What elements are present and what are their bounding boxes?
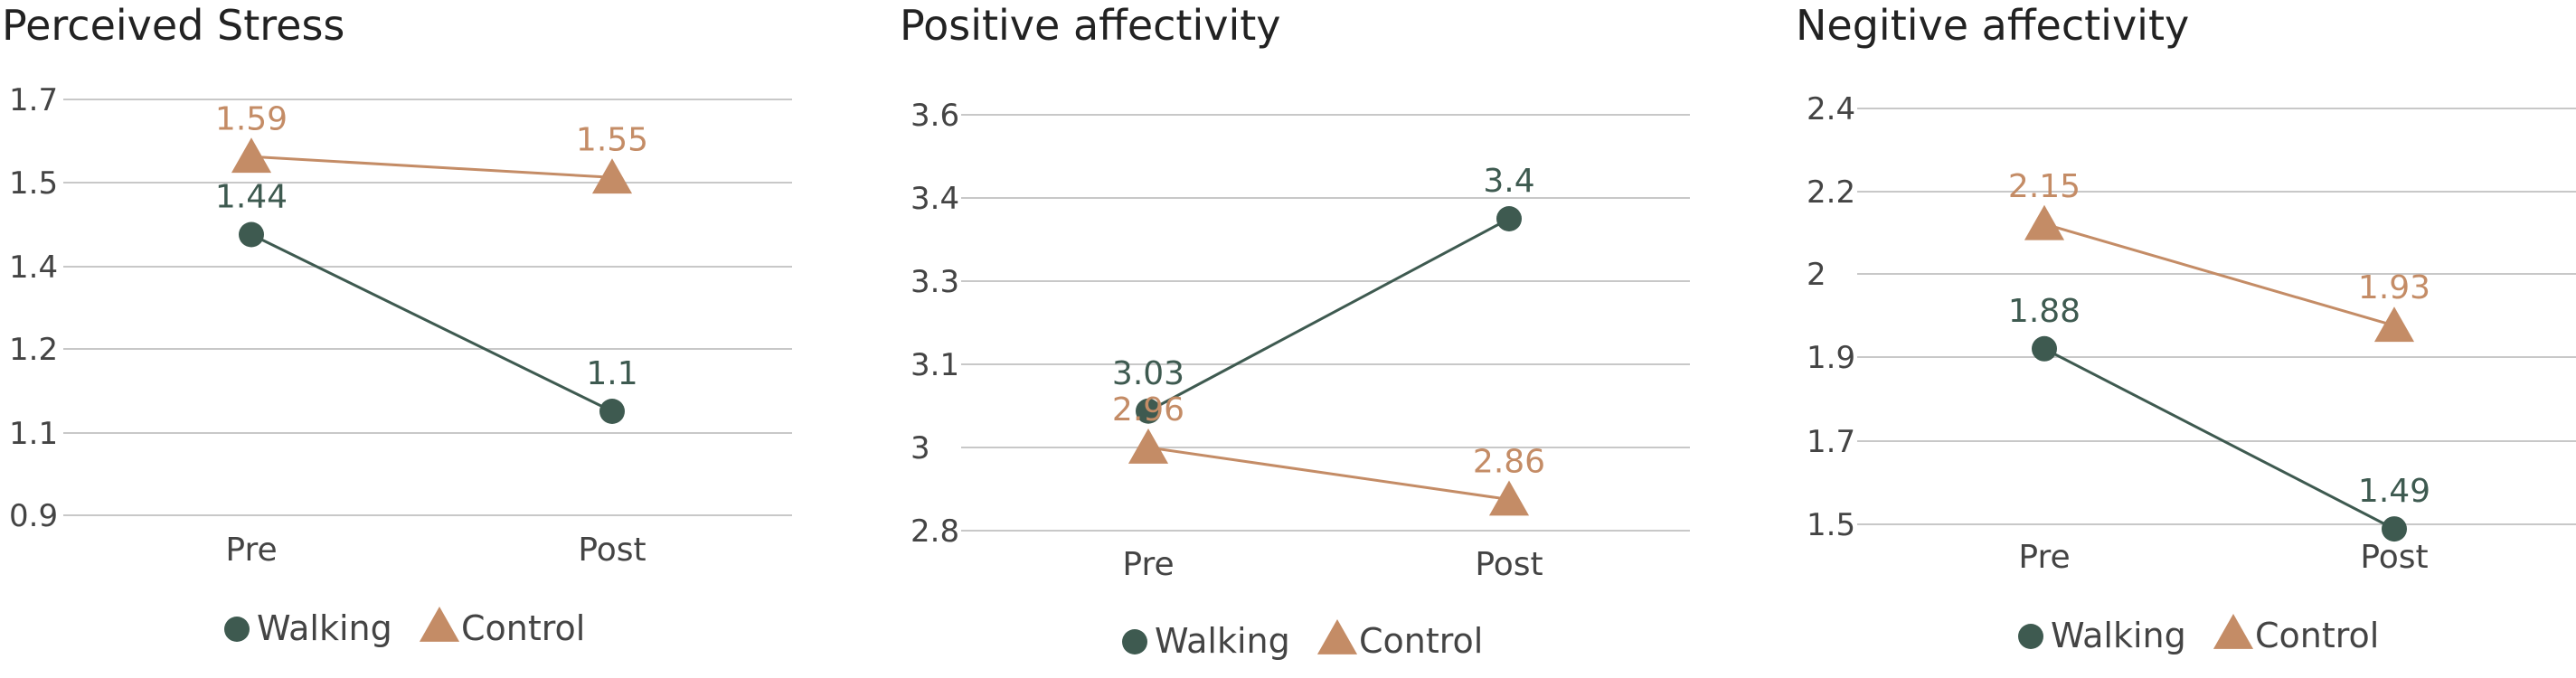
x-category-label: Pre — [2018, 539, 2070, 576]
y-tick-label: 1.7 — [9, 82, 58, 118]
data-label-control: 1.93 — [2358, 269, 2430, 306]
y-tick-label: 2.2 — [1807, 174, 1855, 211]
legend-label-walking: Walking — [1155, 621, 1290, 661]
data-point-control — [591, 158, 633, 194]
data-label-control: 2.15 — [2008, 168, 2081, 205]
legend-swatch-control — [1316, 619, 1358, 654]
data-label-control: 1.55 — [576, 121, 648, 158]
data-point-walking — [2382, 516, 2407, 542]
legend-label-walking: Walking — [257, 608, 392, 648]
y-tick-label: 1.9 — [1807, 340, 1855, 376]
y-tick-label: 1.5 — [1807, 507, 1855, 543]
data-point-walking — [239, 221, 264, 248]
chart-title: Negitive affectivity — [1796, 1, 2189, 50]
data-point-walking — [1136, 398, 1161, 424]
legend-swatch-control — [2213, 614, 2254, 649]
y-tick-label: 3.1 — [911, 347, 959, 383]
y-tick-label: 1.7 — [1807, 424, 1855, 460]
data-label-control: 2.86 — [1473, 444, 1545, 481]
y-tick-label: 1.4 — [9, 250, 58, 286]
data-point-control — [2024, 204, 2065, 240]
x-category-label: Pre — [225, 532, 277, 569]
series-line-control — [1147, 446, 1510, 501]
y-tick-label: 1.1 — [9, 416, 58, 452]
data-label-walking: 3.4 — [1483, 163, 1534, 200]
y-tick-label: 2.4 — [1807, 91, 1855, 127]
legend-label-control: Control — [2255, 616, 2379, 655]
legend: Walking Control — [2018, 614, 2379, 655]
y-tick-label: 3.4 — [911, 181, 959, 217]
y-tick-label: 2 — [1807, 257, 1826, 293]
data-point-control — [231, 137, 272, 174]
data-label-walking: 1.1 — [586, 355, 637, 392]
chart-panel-3: Negitive affectivity 2.4 2.2 2 1.9 1.7 1.5 Pre P… — [1796, 1, 2576, 655]
x-category-label: Post — [1475, 546, 1543, 583]
chart-panel-1: Perceived Stress 1.7 1.5 1.4 1.2 1.1 0.9 Pre Pos… — [2, 1, 792, 648]
x-category-label: Post — [578, 532, 646, 569]
legend: Walking Control — [1122, 619, 1483, 661]
data-label-walking: 1.49 — [2358, 473, 2430, 510]
data-label-control: 2.96 — [1112, 391, 1184, 428]
data-label-walking: 3.03 — [1112, 355, 1184, 392]
chart-title: Positive affectivity — [900, 1, 1281, 50]
legend-label-walking: Walking — [2051, 616, 2186, 655]
legend-swatch-control — [419, 607, 460, 642]
y-tick-label: 3 — [911, 430, 930, 466]
chart-title: Perceived Stress — [2, 1, 344, 50]
y-tick-label: 0.9 — [9, 498, 58, 534]
data-point-walking — [1496, 206, 1522, 231]
data-label-control: 1.59 — [215, 100, 288, 137]
series-line-walking — [1147, 217, 1510, 413]
legend-swatch-walking — [1122, 629, 1147, 654]
chart-panel-2: Positive affectivity 3.6 3.4 3.3 3.1 3 2.8 Pre P… — [900, 1, 1690, 661]
y-tick-label: 3.3 — [911, 264, 959, 300]
x-category-label: Post — [2360, 539, 2428, 576]
series-line-control — [2043, 222, 2395, 327]
legend-swatch-walking — [224, 617, 250, 642]
legend-swatch-walking — [2018, 624, 2043, 649]
y-tick-label: 3.6 — [911, 98, 959, 134]
data-label-walking: 1.88 — [2008, 293, 2081, 330]
series-line-control — [250, 155, 613, 179]
data-point-control — [1128, 428, 1169, 464]
data-point-control — [2373, 306, 2415, 343]
y-tick-label: 1.5 — [9, 165, 58, 202]
y-tick-label: 2.8 — [911, 513, 959, 550]
legend: Walking Control — [224, 607, 585, 648]
data-label-walking: 1.44 — [215, 179, 288, 216]
series-line-walking — [2043, 347, 2395, 531]
x-category-label: Pre — [1122, 546, 1174, 583]
y-tick-label: 1.2 — [9, 332, 58, 368]
legend-label-control: Control — [1359, 621, 1483, 661]
data-point-walking — [2032, 335, 2057, 362]
data-point-control — [1488, 480, 1530, 516]
series-line-walking — [250, 233, 613, 413]
legend-label-control: Control — [461, 608, 585, 648]
data-point-walking — [599, 399, 625, 424]
